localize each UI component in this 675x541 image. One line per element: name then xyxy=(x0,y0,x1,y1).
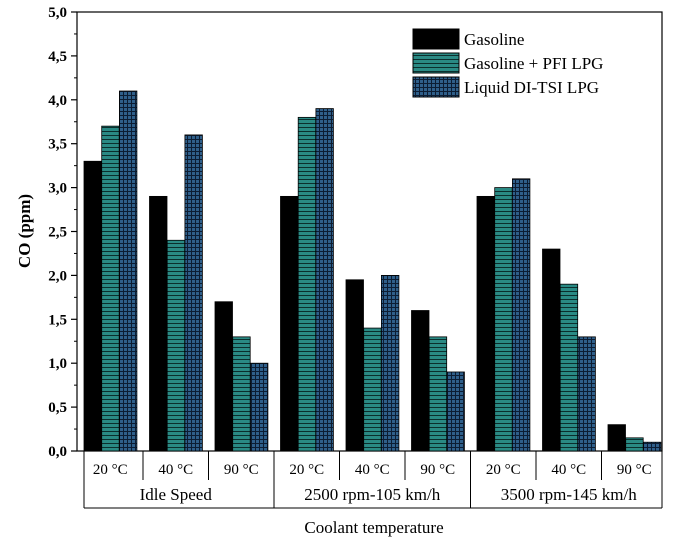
bar-gasoline-pfi-lpg-8 xyxy=(559,283,579,452)
bar-liquid-di-tsi-lpg-4 xyxy=(315,108,334,452)
x-category-label: 40 °C xyxy=(158,462,193,478)
x-category-label: 90 °C xyxy=(420,462,455,478)
y-tick-label: 3,5 xyxy=(48,137,67,153)
x-axis-title: Coolant temperature xyxy=(304,518,443,537)
legend-label-di-tsi-lpg: Liquid DI-TSI LPG xyxy=(464,78,599,97)
x-group-label: 2500 rpm-105 km/h xyxy=(304,485,440,504)
bar-gasoline-pfi-lpg-2 xyxy=(166,239,186,452)
bar-gasoline-6 xyxy=(411,310,430,452)
x-category-label: 90 °C xyxy=(617,462,652,478)
y-tick-label: 0,0 xyxy=(48,444,67,460)
bars xyxy=(83,90,662,452)
bar-gasoline-4 xyxy=(280,195,299,452)
bar-liquid-di-tsi-lpg-3 xyxy=(249,362,269,452)
bar-gasoline-pfi-lpg-9 xyxy=(625,437,644,452)
x-group-label: Idle Speed xyxy=(140,485,213,504)
bar-liquid-di-tsi-lpg-8 xyxy=(577,336,596,452)
bar-gasoline-pfi-lpg-5 xyxy=(363,327,382,452)
y-tick-label: 5,0 xyxy=(48,5,67,21)
y-tick-label: 1,5 xyxy=(48,312,67,328)
bar-gasoline-pfi-lpg-7 xyxy=(494,187,513,452)
y-tick-label: 4,0 xyxy=(48,93,67,109)
legend-swatch-gasoline xyxy=(412,28,460,50)
y-tick-label: 0,5 xyxy=(48,400,67,416)
x-category-label: 90 °C xyxy=(224,462,259,478)
y-tick-label: 4,5 xyxy=(48,49,67,65)
bar-liquid-di-tsi-lpg-1 xyxy=(119,90,138,452)
legend-label-pfi-lpg: Gasoline + PFI LPG xyxy=(464,54,603,73)
bar-gasoline-7 xyxy=(476,195,495,452)
legend-swatch-pfi-lpg xyxy=(412,52,460,74)
bar-liquid-di-tsi-lpg-9 xyxy=(643,441,662,452)
x-category-label: 20 °C xyxy=(486,462,521,478)
bar-liquid-di-tsi-lpg-6 xyxy=(446,371,465,452)
bar-gasoline-2 xyxy=(149,195,168,452)
bar-liquid-di-tsi-lpg-2 xyxy=(184,134,203,452)
bar-gasoline-1 xyxy=(83,160,102,452)
bar-gasoline-pfi-lpg-6 xyxy=(428,336,448,452)
y-tick-label: 2,0 xyxy=(48,268,67,284)
legend-label-gasoline: Gasoline xyxy=(464,30,524,49)
y-axis: 0,0 0,5 1,0 1,5 2,0 2,5 3,0 3,5 4,0 4,5 5,0 xyxy=(48,5,77,460)
bar-gasoline-pfi-lpg-3 xyxy=(232,336,251,452)
x-category-label: 40 °C xyxy=(551,462,586,478)
bar-gasoline-5 xyxy=(345,279,364,452)
bar-gasoline-9 xyxy=(607,424,626,452)
bar-gasoline-pfi-lpg-4 xyxy=(297,116,317,452)
x-category-label: 20 °C xyxy=(289,462,324,478)
x-category-label: 40 °C xyxy=(355,462,390,478)
y-tick-label: 2,5 xyxy=(48,225,67,241)
x-category-label: 20 °C xyxy=(93,462,128,478)
bar-gasoline-pfi-lpg-1 xyxy=(101,125,120,452)
legend-swatch-di-tsi-lpg xyxy=(412,76,460,98)
y-axis-title: CO (ppm) xyxy=(15,194,34,268)
y-tick-label: 3,0 xyxy=(48,181,67,197)
y-tick-label: 1,0 xyxy=(48,356,67,372)
bar-gasoline-3 xyxy=(214,301,233,452)
bar-liquid-di-tsi-lpg-7 xyxy=(512,178,531,452)
bar-liquid-di-tsi-lpg-5 xyxy=(380,274,400,452)
bar-gasoline-8 xyxy=(542,248,561,452)
x-group-label: 3500 rpm-145 km/h xyxy=(501,485,637,504)
x-axis: 20 °C 40 °C 90 °C Idle Speed 20 °C 40 °C 90 °C… xyxy=(83,451,663,509)
legend: Gasoline Gasoline + PFI LPG Liquid DI-TS… xyxy=(412,28,603,98)
